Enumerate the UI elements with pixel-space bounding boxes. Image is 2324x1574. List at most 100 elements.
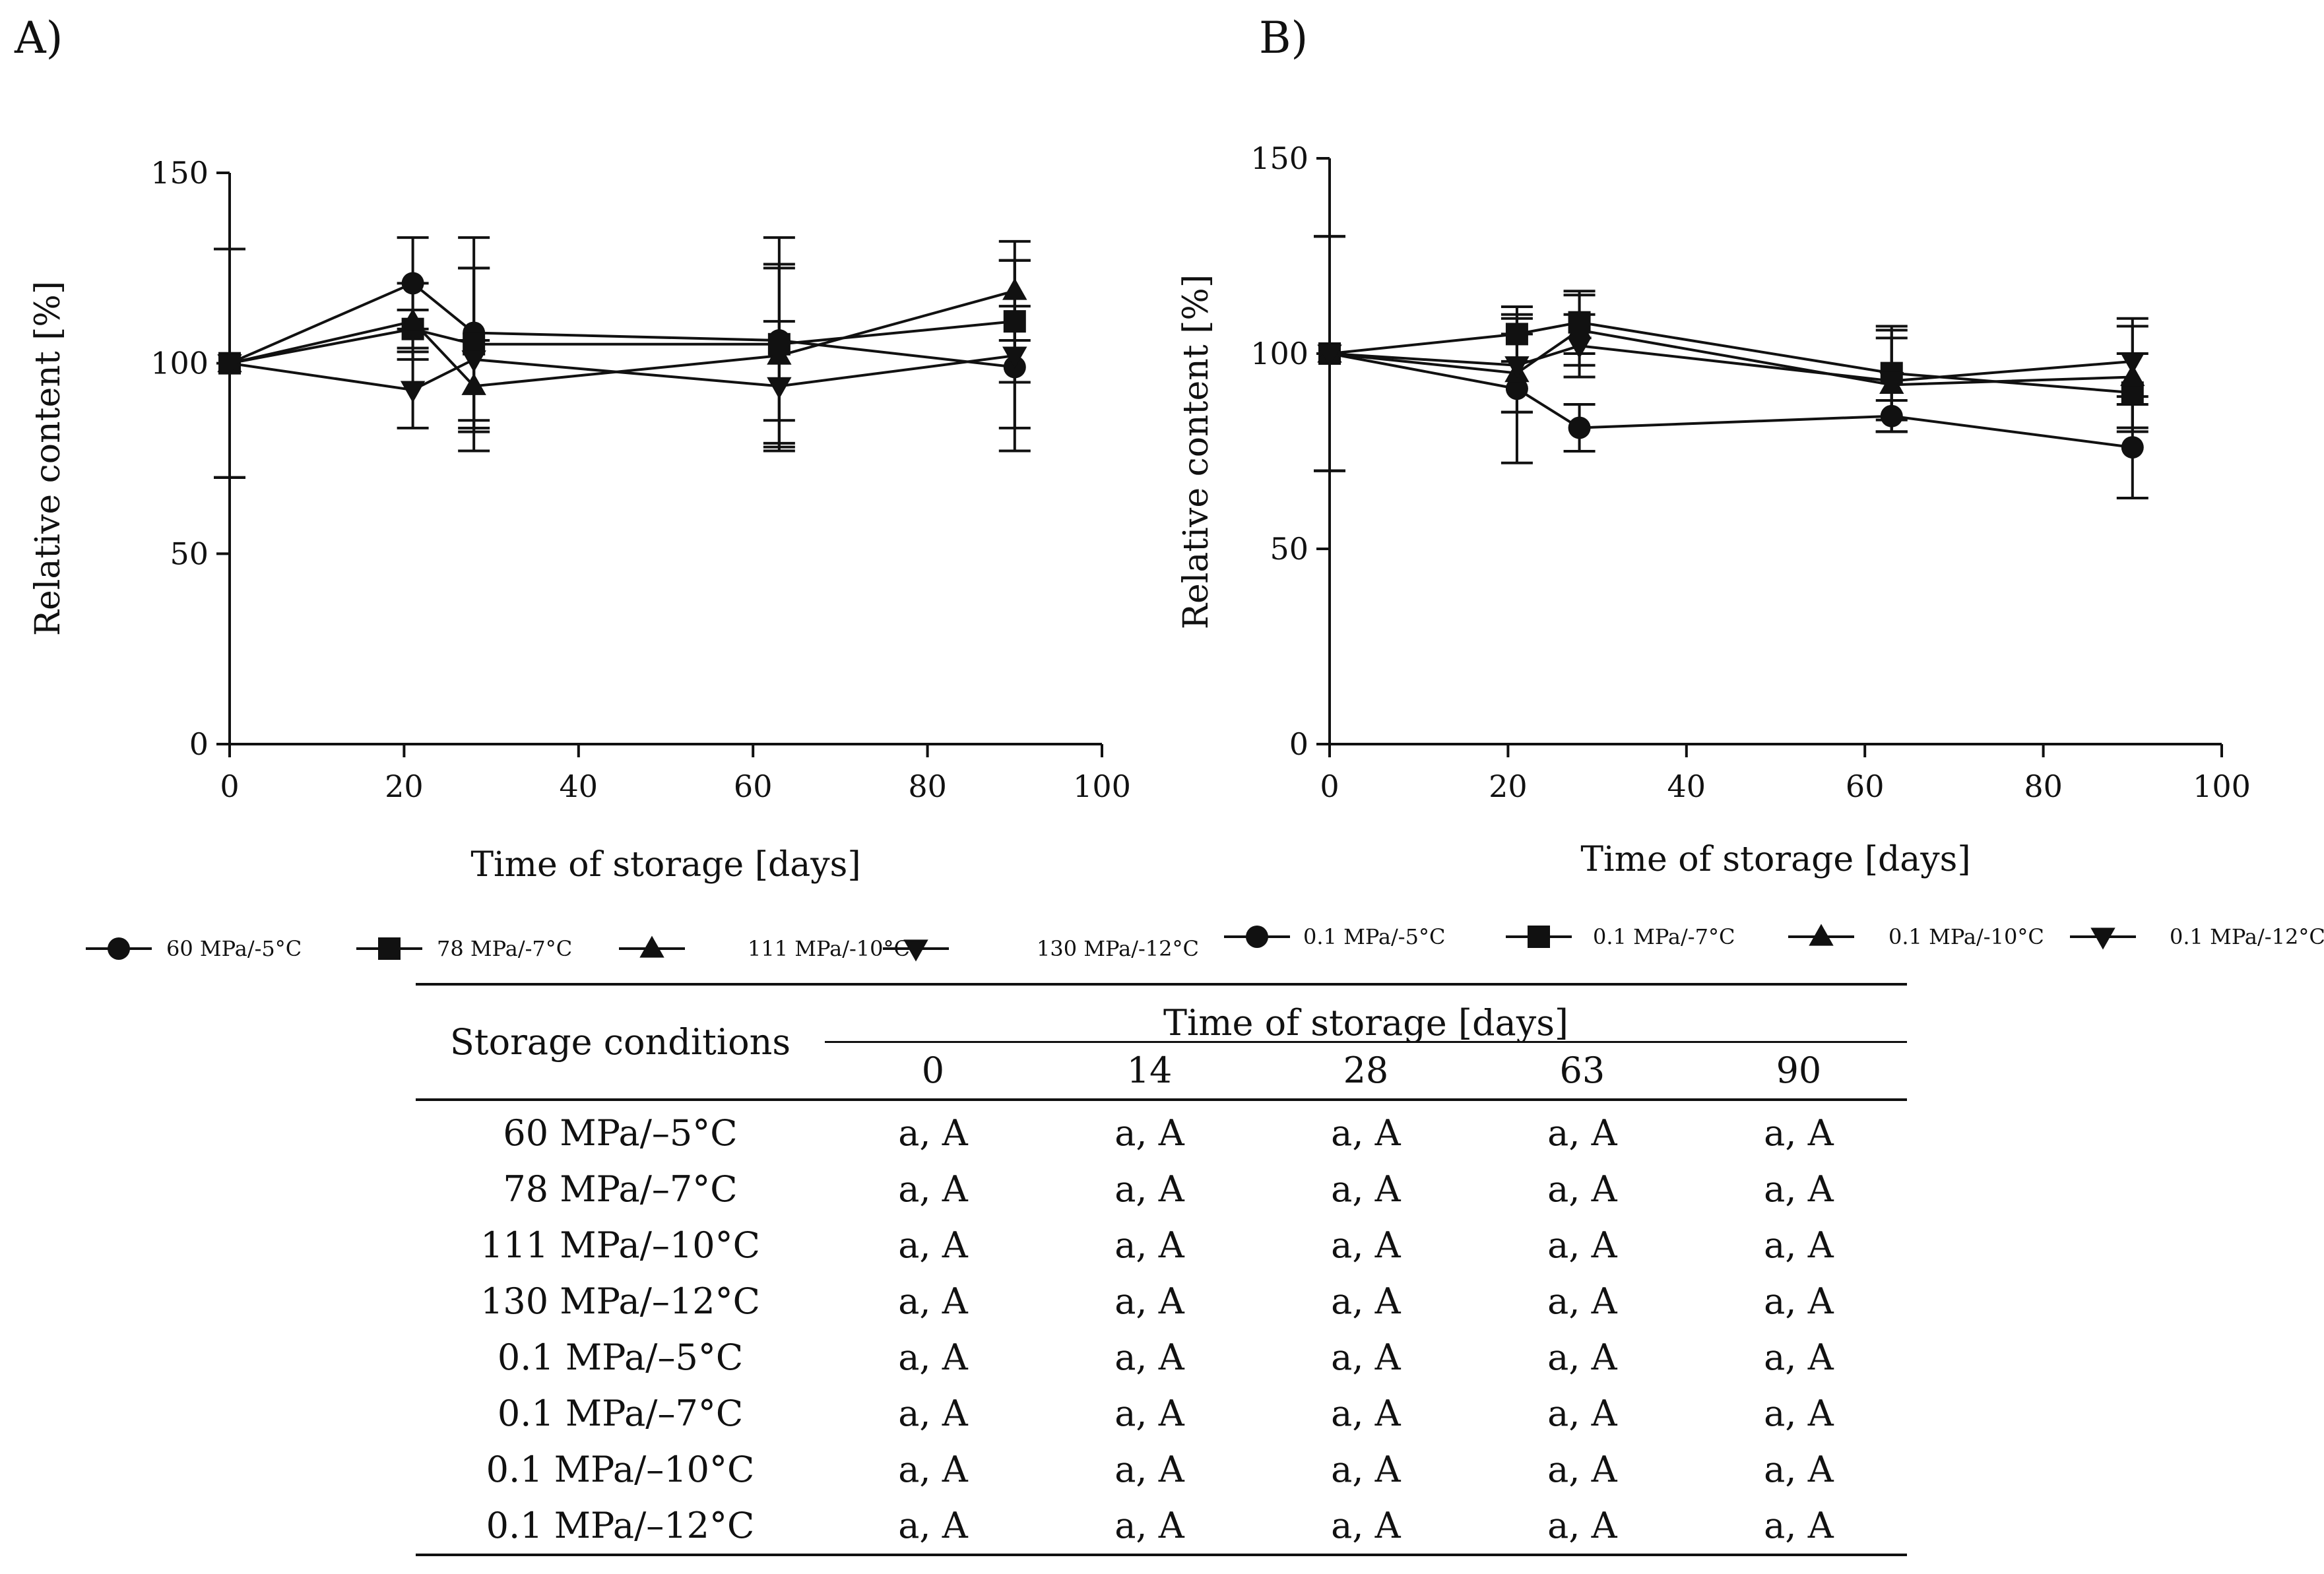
x-tick-label: 80 — [908, 769, 947, 804]
condition-cell: 0.1 MPa/–5°C — [497, 1336, 744, 1378]
y-tick-label: 150 — [150, 155, 209, 191]
significance-cell: a, A — [1690, 1497, 1907, 1556]
significance-cell: a, A — [1547, 1168, 1617, 1210]
x-tick-label: 20 — [1489, 769, 1528, 804]
figure-charts: A) 0 20 40 60 80 100 0 50 100 150 Time of storage [… — [14, 13, 2324, 962]
chart-panel-a: A) 0 20 40 60 80 100 0 50 100 150 Time of storage [… — [14, 13, 1199, 962]
legend-marker — [378, 937, 401, 960]
significance-cell: a, A — [898, 1336, 968, 1378]
significance-table: Storage conditions Time of storage [days… — [416, 983, 1907, 1556]
data-point — [1505, 323, 1528, 346]
significance-cell: a, A — [1764, 1336, 1834, 1378]
data-point — [1003, 310, 1026, 333]
significance-cell: a, A — [1764, 1168, 1834, 1210]
data-point — [1002, 346, 1027, 369]
significance-cell: a, A — [1764, 1392, 1834, 1434]
significance-cell: a, A — [1114, 1448, 1184, 1490]
x-tick-label: 60 — [734, 769, 773, 804]
table-body: 60 MPa/–5°C a, A a, A a, A a, A a, A 78 MPa/–7… — [416, 1100, 1907, 1556]
day-header: 0 — [825, 1042, 1041, 1101]
y-axis-title: Relative content [%] — [28, 281, 68, 636]
legend-label: 130 MPa/-12°C — [1037, 936, 1199, 961]
data-point — [217, 354, 242, 377]
x-tick-label: 100 — [2193, 769, 2251, 804]
x-tick-label: 100 — [1073, 769, 1131, 804]
table-row: 111 MPa/–10°C a, A a, A a, A a, A a, A — [416, 1217, 1907, 1273]
significance-cell: a, A — [898, 1280, 968, 1322]
y-tick-label: 100 — [150, 346, 209, 381]
data-point — [1879, 371, 1904, 394]
data-point — [1504, 356, 1530, 379]
series-line — [229, 320, 1015, 365]
condition-cell: 60 MPa/–5°C — [503, 1112, 738, 1154]
table-row: 0.1 MPa/–7°C a, A a, A a, A a, A a, A — [416, 1385, 1907, 1441]
legend-marker — [2090, 928, 2115, 950]
data-point — [2121, 436, 2144, 459]
table-row: 130 MPa/–12°C a, A a, A a, A a, A a, A — [416, 1273, 1907, 1329]
significance-cell: a, A — [1547, 1336, 1617, 1378]
legend-label: 60 MPa/-5°C — [166, 936, 302, 961]
y-tick-label: 150 — [1250, 141, 1308, 176]
table-header-row: Storage conditions Time of storage [days… — [416, 984, 1907, 1101]
data-point — [767, 342, 792, 365]
significance-cell: a, A — [1547, 1448, 1617, 1490]
significance-cell: a, A — [1331, 1112, 1401, 1154]
condition-cell: 111 MPa/–10°C — [480, 1224, 760, 1266]
significance-cell: a, A — [1114, 1336, 1184, 1378]
x-tick-label: 40 — [560, 769, 598, 804]
data-point — [1880, 404, 1903, 427]
data-point — [401, 272, 424, 295]
y-tick-label: 0 — [189, 726, 209, 762]
significance-cell: a, A — [1331, 1224, 1401, 1266]
significance-cell: a, A — [898, 1448, 968, 1490]
condition-cell: 0.1 MPa/–7°C — [497, 1392, 744, 1434]
series-line — [229, 282, 1016, 369]
legend-marker — [108, 937, 130, 960]
data-point — [1317, 344, 1342, 367]
significance-cell: a, A — [1331, 1336, 1401, 1378]
significance-cell: a, A — [1764, 1224, 1834, 1266]
y-tick-label: 50 — [170, 536, 209, 571]
x-tick-label: 40 — [1667, 769, 1706, 804]
legend-marker — [639, 935, 664, 958]
significance-cell: a, A — [898, 1392, 968, 1434]
series-line — [1329, 352, 2133, 449]
data-point — [461, 350, 486, 373]
significance-cell: a, A — [1331, 1168, 1401, 1210]
day-header: 14 — [1041, 1042, 1258, 1101]
data-point — [400, 381, 426, 403]
day-header: 28 — [1257, 1042, 1474, 1101]
condition-cell: 78 MPa/–7°C — [503, 1168, 738, 1210]
data-point — [1566, 317, 1592, 340]
x-tick-label: 80 — [2024, 769, 2063, 804]
data-point — [2120, 352, 2145, 375]
legend-marker — [1246, 926, 1268, 948]
table-row: 60 MPa/–5°C a, A a, A a, A a, A a, A — [416, 1100, 1907, 1161]
time-of-storage-header: Time of storage [days] — [825, 984, 1907, 1043]
significance-cell: a, A — [1114, 1224, 1184, 1266]
significance-cell: a, A — [1331, 1280, 1401, 1322]
significance-cell: a, A — [1764, 1112, 1834, 1154]
y-tick-label: 50 — [1270, 531, 1308, 567]
condition-cell: 0.1 MPa/–12°C — [416, 1497, 825, 1556]
data-point — [767, 377, 792, 399]
data-point — [461, 373, 486, 395]
significance-cell: a, A — [1547, 1112, 1617, 1154]
legend-label: 111 MPa/-10°C — [748, 936, 910, 961]
storage-conditions-header: Storage conditions — [416, 984, 825, 1101]
condition-cell: 130 MPa/–12°C — [480, 1280, 760, 1322]
y-tick-label: 0 — [1289, 726, 1308, 762]
significance-cell: a, A — [1547, 1280, 1617, 1322]
chart-panel-b: B) 0 20 40 60 80 100 0 50 100 150 Time of storage [… — [1177, 13, 2324, 950]
significance-cell: a, A — [1041, 1497, 1258, 1556]
legend-marker — [903, 939, 928, 962]
table-days-row: 0 14 28 63 90 — [416, 1042, 1907, 1101]
x-tick-label: 20 — [385, 769, 424, 804]
legend-label: 0.1 MPa/-5°C — [1303, 924, 1445, 949]
x-axis-title: Time of storage [days] — [470, 845, 860, 885]
significance-cell: a, A — [898, 1168, 968, 1210]
significance-cell: a, A — [1764, 1448, 1834, 1490]
x-tick-label: 0 — [220, 769, 239, 804]
significance-cell: a, A — [1114, 1280, 1184, 1322]
